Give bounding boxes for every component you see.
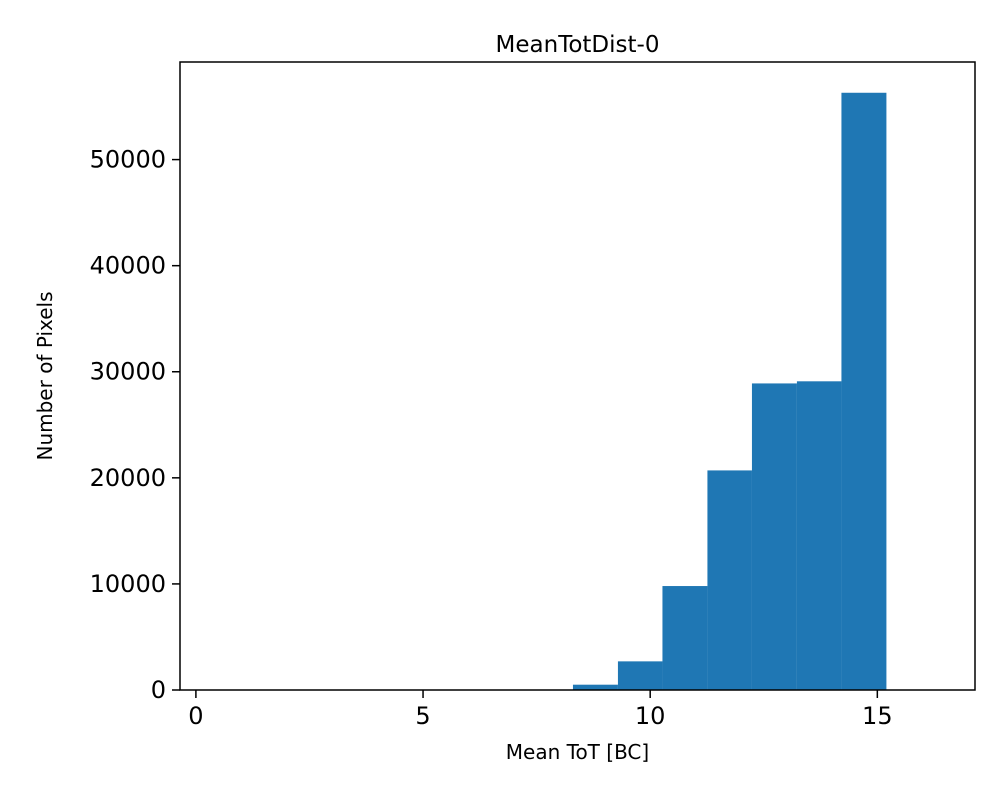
axes-frame — [179, 61, 976, 691]
histogram-bar — [796, 381, 842, 690]
y-tick-label: 40000 — [90, 252, 166, 280]
chart-title: MeanTotDist-0 — [495, 32, 660, 58]
x-tick-label: 10 — [635, 702, 666, 730]
histogram-bar — [617, 661, 663, 690]
y-tick-label: 50000 — [90, 146, 166, 174]
histogram-bar — [662, 586, 708, 690]
y-tick-label: 20000 — [90, 464, 166, 492]
histogram-bar — [751, 383, 797, 690]
x-tick-label: 15 — [862, 702, 893, 730]
x-tick-label: 5 — [415, 702, 430, 730]
histogram-bar — [572, 684, 618, 690]
x-tick-label: 0 — [188, 702, 203, 730]
x-axis-label: Mean ToT [BC] — [505, 740, 650, 764]
y-tick-label: 0 — [151, 676, 166, 704]
y-tick-label: 30000 — [90, 358, 166, 386]
histogram-bar — [841, 92, 887, 691]
y-tick-label: 10000 — [90, 570, 166, 598]
histogram-bar — [707, 470, 752, 690]
